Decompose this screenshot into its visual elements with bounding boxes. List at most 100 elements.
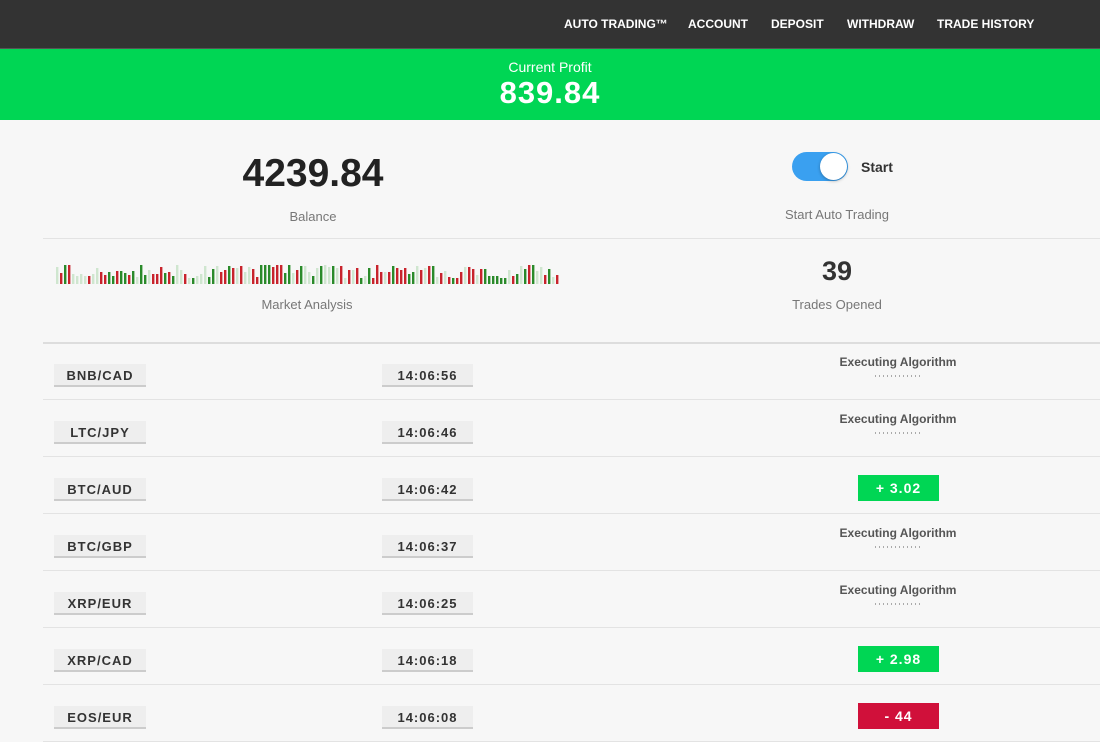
- bar-decoration: [388, 272, 391, 284]
- bar-decoration: [536, 271, 539, 284]
- bar-decoration: [428, 266, 431, 284]
- bar-decoration: [456, 278, 459, 284]
- nav-link[interactable]: WITHDRAW: [847, 17, 915, 31]
- bar-decoration: [404, 268, 407, 284]
- bar-decoration: [500, 278, 503, 284]
- bar-decoration: [328, 267, 331, 284]
- time-badge: 14:06:42: [382, 478, 473, 501]
- bar-decoration: [452, 278, 455, 284]
- bar-decoration: [144, 275, 147, 284]
- bar-decoration: [440, 273, 443, 284]
- bar-decoration: [352, 270, 355, 284]
- pair-badge: BTC/GBP: [54, 535, 146, 558]
- result-badge: + 2.98: [858, 646, 939, 672]
- bar-decoration: [224, 270, 227, 284]
- bar-decoration: [308, 272, 311, 284]
- bar-decoration: [484, 269, 487, 284]
- bar-decoration: [372, 278, 375, 284]
- time-badge: 14:06:56: [382, 364, 473, 387]
- divider: [43, 627, 1100, 628]
- bar-decoration: [492, 276, 495, 284]
- bar-decoration: [416, 266, 419, 284]
- bar-decoration: [540, 267, 543, 284]
- bar-decoration: [516, 274, 519, 284]
- bar-decoration: [236, 268, 239, 284]
- bar-decoration: [356, 268, 359, 284]
- bar-decoration: [56, 267, 59, 284]
- bar-decoration: [408, 274, 411, 284]
- toggle-label: Start: [861, 159, 893, 175]
- bar-decoration: [208, 277, 211, 284]
- bar-decoration: [460, 272, 463, 284]
- bar-decoration: [84, 276, 87, 284]
- bar-decoration: [80, 274, 83, 284]
- bar-decoration: [496, 276, 499, 284]
- bar-decoration: [228, 266, 231, 284]
- auto-trading-toggle[interactable]: [792, 152, 848, 181]
- top-nav: AUTO TRADING™ ACCOUNT DEPOSIT WITHDRAW TRADE…: [0, 0, 1100, 49]
- bar-decoration: [104, 275, 107, 284]
- bar-decoration: [524, 269, 527, 284]
- bar-decoration: [488, 276, 491, 284]
- bar-decoration: [384, 272, 387, 284]
- profit-band: Current Profit 839.84: [0, 49, 1100, 120]
- bar-decoration: [184, 274, 187, 284]
- bar-decoration: [468, 267, 471, 284]
- bar-decoration: [116, 271, 119, 284]
- pair-badge: BTC/AUD: [54, 478, 146, 501]
- bar-decoration: [216, 266, 219, 284]
- bar-decoration: [72, 274, 75, 284]
- bar-decoration: [412, 272, 415, 284]
- bar-decoration: [268, 265, 271, 284]
- bar-decoration: [252, 269, 255, 284]
- bar-decoration: [340, 266, 343, 284]
- toggle-knob: [820, 153, 847, 180]
- bar-decoration: [300, 266, 303, 284]
- nav-link[interactable]: TRADE HISTORY: [937, 17, 1035, 31]
- nav-link[interactable]: DEPOSIT: [771, 17, 824, 31]
- bar-decoration: [420, 270, 423, 284]
- trades-opened-label: Trades Opened: [792, 297, 882, 312]
- bar-decoration: [396, 268, 399, 284]
- trades-opened-value: 39: [821, 256, 853, 286]
- bar-decoration: [124, 273, 127, 284]
- bar-decoration: [264, 265, 267, 284]
- bar-decoration: [472, 269, 475, 284]
- bar-decoration: [132, 271, 135, 284]
- bar-decoration: [400, 270, 403, 284]
- divider: [43, 342, 1100, 344]
- bar-decoration: [336, 268, 339, 284]
- bar-decoration: [140, 265, 143, 284]
- pair-badge: XRP/CAD: [54, 649, 146, 672]
- bar-decoration: [204, 266, 207, 284]
- bar-decoration: [260, 265, 263, 284]
- bar-decoration: [152, 274, 155, 284]
- bar-decoration: [292, 273, 295, 284]
- nav-link[interactable]: ACCOUNT: [688, 17, 748, 31]
- bar-decoration: [556, 275, 559, 284]
- bar-decoration: [120, 271, 123, 284]
- pair-badge: EOS/EUR: [54, 706, 146, 729]
- bar-decoration: [512, 276, 515, 284]
- status-text: Executing Algorithm: [839, 412, 957, 426]
- bar-decoration: [76, 276, 79, 284]
- bar-decoration: [160, 267, 163, 284]
- bar-decoration: [312, 276, 315, 284]
- bar-decoration: [280, 265, 283, 284]
- bar-decoration: [520, 266, 523, 284]
- pair-badge: XRP/EUR: [54, 592, 146, 615]
- bar-decoration: [148, 270, 151, 284]
- bar-decoration: [508, 270, 511, 284]
- bar-decoration: [380, 272, 383, 284]
- bar-decoration: [180, 270, 183, 284]
- nav-link[interactable]: AUTO TRADING™: [564, 17, 668, 31]
- bar-decoration: [212, 269, 215, 284]
- bar-decoration: [100, 272, 103, 284]
- time-badge: 14:06:25: [382, 592, 473, 615]
- bar-decoration: [168, 272, 171, 284]
- bar-decoration: [368, 268, 371, 284]
- auto-trading-caption: Start Auto Trading: [784, 207, 890, 222]
- bar-decoration: [480, 269, 483, 284]
- bar-decoration: [200, 274, 203, 284]
